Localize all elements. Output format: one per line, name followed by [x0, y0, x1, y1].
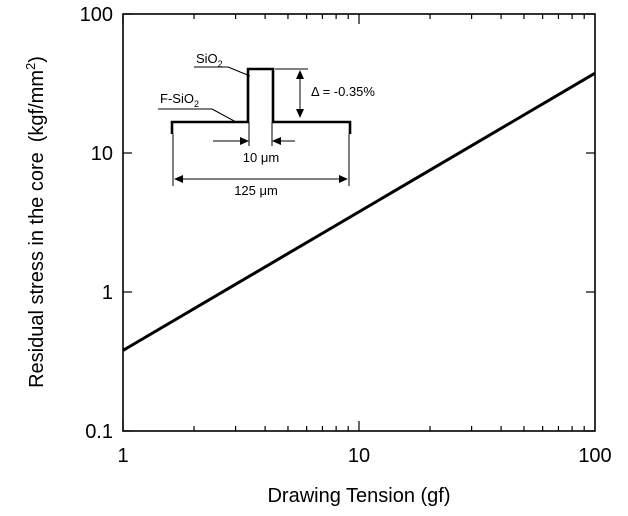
core-material-label: SiO2	[196, 51, 223, 69]
fiber-width-arrowhead-left	[174, 175, 183, 183]
x-tick-label: 1	[117, 445, 128, 467]
cladding-material-label: F-SiO2	[160, 91, 199, 109]
core-width-arrowhead-left	[240, 137, 249, 145]
y-axis-title-main: Residual stress in the core	[26, 152, 48, 388]
y-tick-label: 1	[102, 282, 113, 304]
y-tick-label: 10	[91, 143, 113, 165]
series-line	[123, 73, 595, 350]
x-tick-label: 100	[578, 445, 611, 467]
fiber-width-label: 125 μm	[234, 183, 278, 198]
y-tick-labels: 0.1 1 10 100	[80, 4, 113, 443]
x-axis-title: Drawing Tension (gf)	[267, 485, 450, 507]
y-tick-label: 0.1	[85, 421, 113, 443]
y-axis-title-unit-sup: 2	[23, 63, 38, 70]
core-width-label: 10 μm	[243, 150, 279, 165]
x-tick-label: 10	[348, 445, 370, 467]
x-tick-labels: 1 10 100	[117, 445, 611, 467]
core-width-arrowhead-right	[272, 137, 281, 145]
index-profile-inset: SiO2 F-SiO2 Δ = -0.35% 10 μm 125 μm	[158, 51, 375, 198]
series-layer	[123, 73, 595, 350]
y-axis-title: Residual stress in the core (kgf/mm2)	[23, 56, 48, 388]
plot-frame	[123, 14, 595, 431]
axis-ticks	[123, 14, 595, 431]
y-tick-label: 100	[80, 4, 113, 26]
cladding-label-leader-diag	[212, 109, 236, 122]
delta-label: Δ = -0.35%	[311, 84, 375, 99]
fiber-width-arrowhead-right	[339, 175, 348, 183]
y-axis-title-unit-close: )	[26, 56, 48, 63]
y-axis-title-unit: (kgf/mm	[26, 70, 48, 142]
delta-arrowhead-down	[296, 109, 304, 118]
delta-arrowhead-up	[296, 70, 304, 79]
